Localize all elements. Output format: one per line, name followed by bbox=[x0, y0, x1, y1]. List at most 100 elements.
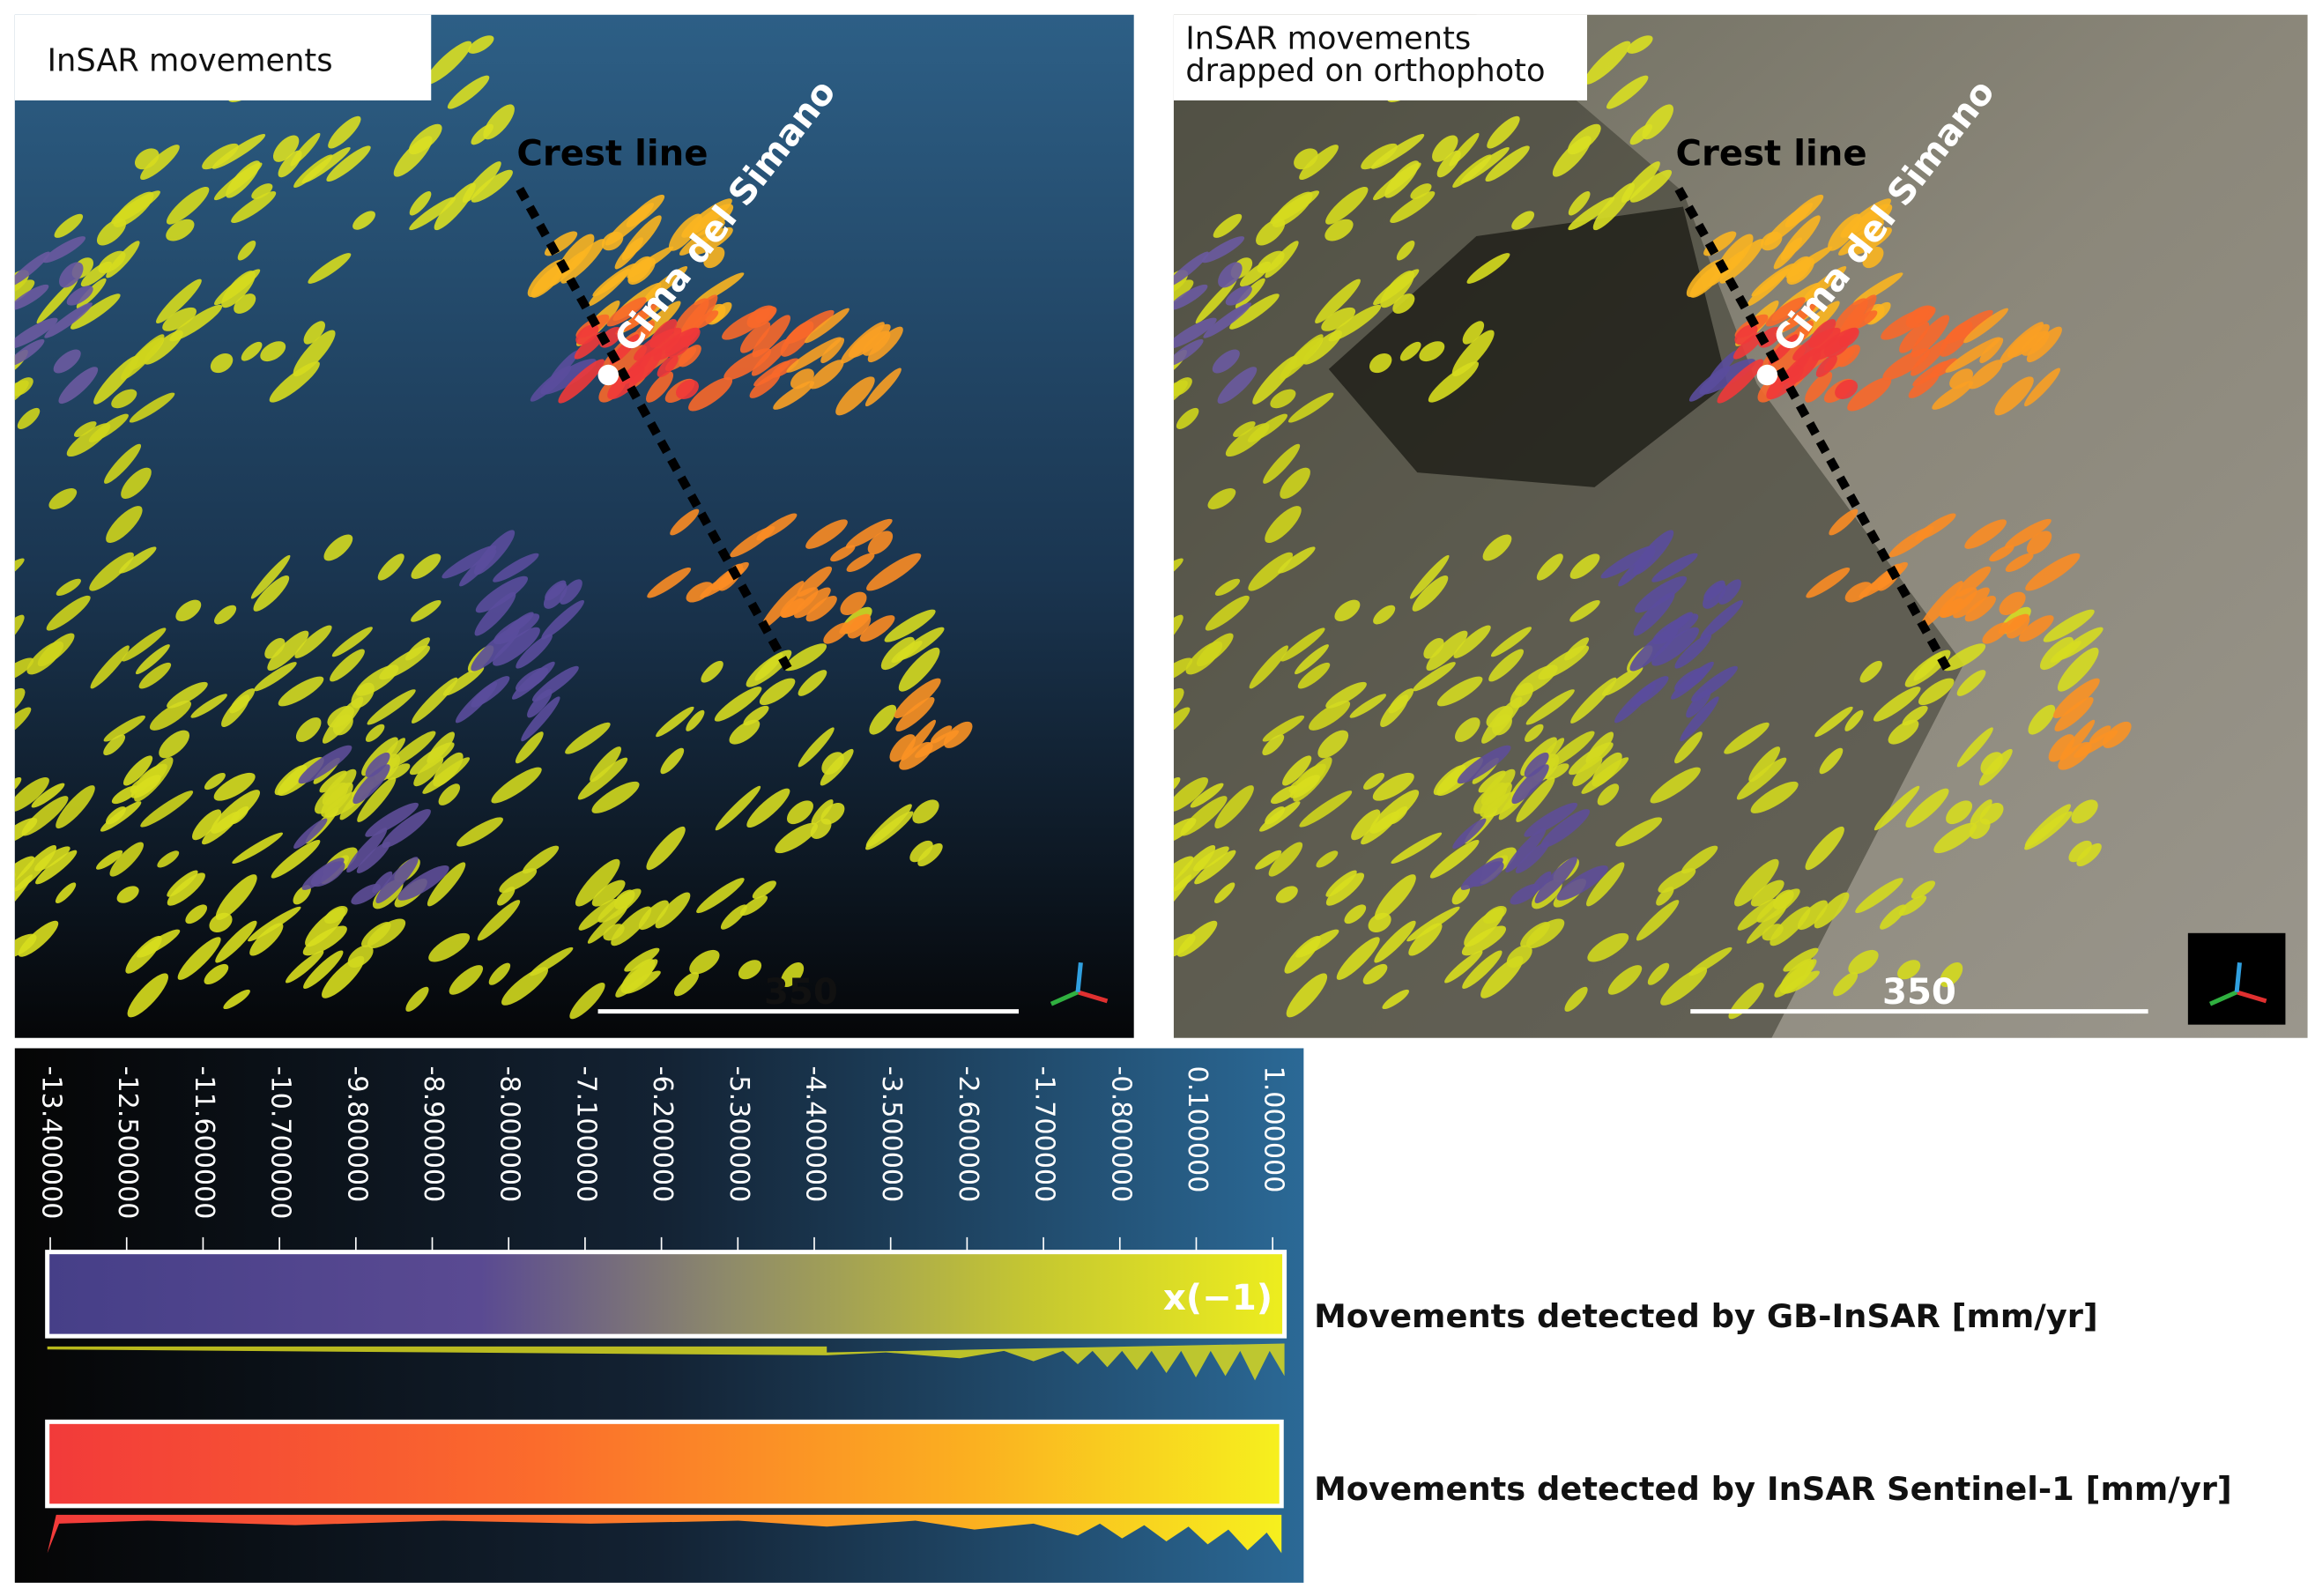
point-streak bbox=[1597, 783, 1620, 805]
point-streak bbox=[327, 706, 354, 728]
point-streak bbox=[1524, 802, 1578, 837]
point-streak bbox=[405, 986, 429, 1012]
tick-label: -0.800000 bbox=[1105, 1066, 1136, 1203]
point-streak bbox=[1249, 645, 1288, 689]
point-streak bbox=[1466, 253, 1510, 284]
point-streak bbox=[1779, 959, 1814, 993]
point-streak bbox=[260, 341, 286, 362]
point-streak bbox=[2043, 609, 2095, 642]
point-streak bbox=[14, 707, 32, 742]
point-streak bbox=[846, 553, 875, 572]
axis-gizmo bbox=[2236, 990, 2267, 1004]
crest-line bbox=[516, 186, 794, 674]
point-streak bbox=[118, 546, 157, 574]
point-streak bbox=[1225, 423, 1270, 457]
point-streak bbox=[1374, 920, 1416, 963]
point-streak bbox=[1451, 330, 1495, 377]
point-streak bbox=[1173, 279, 1194, 313]
point-streak bbox=[89, 552, 134, 591]
point-streak bbox=[515, 731, 544, 764]
point-streak bbox=[328, 115, 361, 149]
point-streak bbox=[1946, 800, 1973, 825]
point-streak bbox=[1633, 591, 1675, 636]
point-streak bbox=[1480, 782, 1512, 817]
point-streak bbox=[66, 286, 93, 306]
point-streak bbox=[1328, 304, 1382, 342]
point-streak bbox=[323, 534, 353, 561]
point-streak bbox=[166, 219, 195, 241]
point-streak bbox=[1819, 747, 1844, 775]
point-streak bbox=[231, 191, 277, 224]
point-streak bbox=[491, 767, 542, 804]
point-streak bbox=[1556, 865, 1608, 901]
point-streak bbox=[1406, 906, 1460, 942]
point-streak bbox=[2076, 843, 2102, 867]
point-streak bbox=[1173, 870, 1175, 894]
crest-label: Crest line bbox=[516, 134, 708, 174]
point-streak bbox=[794, 587, 831, 619]
point-streak bbox=[1286, 973, 1328, 1018]
point-streak bbox=[1469, 861, 1504, 887]
point-streak bbox=[1257, 250, 1285, 274]
point-streak bbox=[267, 630, 309, 671]
point-streak bbox=[899, 742, 933, 770]
point-streak bbox=[694, 272, 745, 306]
point-streak bbox=[493, 553, 539, 583]
point-streak bbox=[14, 845, 57, 892]
point-streak bbox=[1627, 35, 1653, 54]
point-streak bbox=[805, 308, 850, 344]
point-streak bbox=[251, 183, 273, 199]
point-streak bbox=[613, 889, 635, 909]
point-streak bbox=[1370, 134, 1425, 169]
point-streak bbox=[1213, 213, 1243, 238]
tick-label: 1.000000 bbox=[1258, 1066, 1289, 1193]
panel-label-box bbox=[14, 14, 432, 100]
point-streak bbox=[638, 900, 669, 931]
point-streak bbox=[104, 443, 142, 484]
point-streak bbox=[1388, 688, 1414, 714]
point-streak bbox=[31, 783, 65, 808]
point-streak bbox=[805, 519, 848, 549]
point-streak bbox=[1524, 752, 1549, 778]
point-streak bbox=[372, 871, 393, 894]
point-streak bbox=[204, 772, 226, 791]
point-streak bbox=[95, 850, 123, 870]
point-streak bbox=[493, 627, 540, 666]
point-streak bbox=[1336, 937, 1380, 980]
point-streak bbox=[1531, 871, 1552, 894]
point-streak bbox=[898, 647, 940, 692]
point-streak bbox=[1970, 799, 1992, 825]
point-streak bbox=[531, 665, 579, 702]
point-streak bbox=[1173, 251, 1209, 287]
point-streak bbox=[1797, 900, 1829, 931]
point-streak bbox=[1621, 161, 1660, 204]
point-streak bbox=[346, 828, 388, 873]
point-streak bbox=[1505, 828, 1547, 873]
point-streak bbox=[1214, 578, 1241, 597]
point-streak bbox=[1636, 900, 1680, 941]
point-streak bbox=[1674, 634, 1712, 669]
point-streak bbox=[157, 850, 180, 868]
point-streak bbox=[1782, 301, 1817, 331]
point-streak bbox=[223, 989, 250, 1010]
point-streak bbox=[1265, 506, 1302, 544]
point-streak bbox=[1461, 925, 1507, 956]
point-streak bbox=[866, 553, 922, 591]
point-streak bbox=[14, 687, 26, 718]
point-streak bbox=[355, 664, 399, 696]
point-streak bbox=[1939, 587, 1977, 618]
point-streak bbox=[1374, 874, 1416, 920]
point-streak bbox=[1770, 906, 1811, 946]
point-streak bbox=[122, 627, 167, 662]
point-streak bbox=[474, 591, 516, 636]
point-streak bbox=[1299, 145, 1339, 181]
point-streak bbox=[1325, 872, 1365, 906]
point-streak bbox=[1207, 488, 1236, 509]
point-streak bbox=[1569, 553, 1600, 579]
point-streak bbox=[1964, 519, 2007, 549]
point-streak bbox=[1880, 904, 1907, 930]
point-streak bbox=[377, 553, 404, 581]
point-streak bbox=[169, 304, 223, 342]
point-streak bbox=[1321, 307, 1356, 331]
